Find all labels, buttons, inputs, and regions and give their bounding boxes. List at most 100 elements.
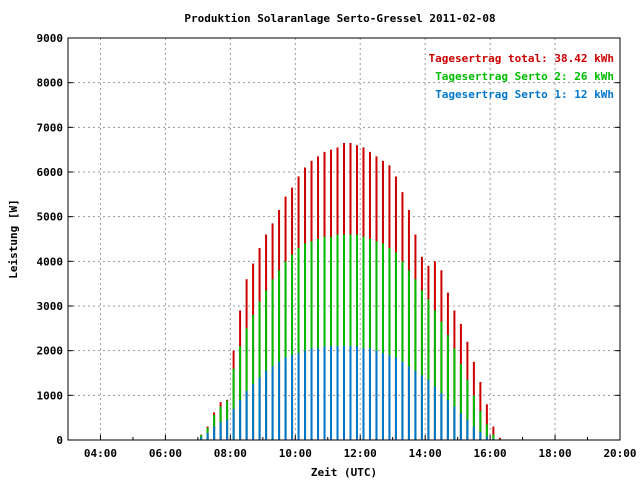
ticks: 04:00 06:00 08:00 10:00 12:00 14:00 16:00 18:00… [37, 32, 637, 460]
y-tick-label: 0 [56, 434, 63, 447]
bar-serto-1 [219, 422, 222, 440]
bar-serto-2 [336, 234, 339, 440]
bar-serto-2 [414, 279, 417, 440]
bar-serto-2 [459, 364, 462, 440]
bar-serto-2 [252, 314, 255, 440]
y-tick-label: 6000 [37, 166, 64, 179]
bar-serto-2 [368, 239, 371, 440]
bar-serto-2 [291, 254, 294, 440]
bar-serto-2 [317, 239, 320, 440]
bar-serto-2 [375, 241, 378, 440]
x-tick-label: 18:00 [538, 447, 571, 460]
bar-serto-2 [479, 410, 482, 440]
legend-entry-total: Tagesertrag total: 38.42 kWh [429, 52, 614, 65]
y-axis-label: Leistung [W] [7, 199, 20, 278]
bar-serto-2 [440, 321, 443, 440]
y-tick-label: 2000 [37, 345, 64, 358]
bar-serto-2 [388, 247, 391, 440]
bar-serto-1 [472, 426, 475, 440]
bar-serto-2 [453, 348, 456, 440]
y-tick-label: 8000 [37, 77, 64, 90]
bar-serto-1 [381, 352, 384, 440]
bar-serto-1 [297, 352, 300, 440]
bar-total [492, 426, 495, 440]
bar-serto-1 [291, 355, 294, 440]
bar-serto-1 [323, 346, 326, 440]
bar-serto-1 [466, 419, 469, 440]
bar-serto-2 [433, 310, 436, 440]
bar-serto-1 [245, 390, 248, 440]
bar-serto-2 [427, 299, 430, 440]
bar-serto-1 [310, 348, 313, 440]
bar-serto-1 [368, 348, 371, 440]
bar-serto-2 [362, 236, 365, 440]
y-tick-label: 7000 [37, 121, 64, 134]
bar-serto-1 [440, 393, 443, 440]
bar-serto-2 [407, 270, 410, 440]
bar-serto-1 [485, 436, 488, 440]
bar-serto-2 [343, 234, 345, 440]
bar-serto-1 [265, 370, 268, 440]
x-axis-label: Zeit (UTC) [311, 466, 377, 479]
bar-serto-1 [336, 346, 339, 440]
bar-serto-2 [297, 247, 300, 440]
bar-serto-1 [427, 379, 430, 440]
bar-serto-1 [252, 384, 255, 440]
bar-serto-1 [304, 350, 307, 440]
x-tick-label: 12:00 [344, 447, 377, 460]
bar-serto-1 [401, 361, 404, 440]
bar-serto-1 [226, 419, 229, 440]
legend-entry-serto-1: Tagesertrag Serto 1: 12 kWh [435, 88, 614, 101]
bar-serto-1 [278, 361, 281, 440]
bar-serto-2 [394, 252, 397, 440]
bar-serto-2 [420, 290, 423, 440]
bar-serto-1 [343, 346, 345, 440]
bar-serto-2 [466, 379, 469, 440]
bar-serto-2 [381, 243, 384, 440]
bar-serto-2 [446, 335, 449, 440]
bar-serto-2 [323, 236, 326, 440]
bar-serto-1 [446, 399, 449, 440]
bar-serto-2 [355, 234, 358, 440]
bar-serto-2 [258, 301, 261, 440]
bar-serto-2 [245, 328, 248, 440]
bar-serto-1 [388, 355, 391, 440]
y-tick-label: 9000 [37, 32, 64, 45]
bar-total [485, 404, 488, 440]
bar-serto-1 [394, 357, 397, 440]
bar-serto-2 [232, 368, 235, 440]
bar-serto-1 [414, 370, 417, 440]
bar-serto-2 [492, 434, 495, 440]
bar-serto-1 [375, 350, 378, 440]
bar-serto-1 [206, 432, 209, 440]
bar-serto-1 [239, 399, 242, 440]
chart-title: Produktion Solaranlage Serto-Gressel 201… [184, 12, 495, 25]
bar-serto-2 [349, 234, 352, 440]
bar-serto-1 [349, 346, 352, 440]
bar-serto-1 [213, 426, 216, 440]
bar-serto-2 [310, 241, 313, 440]
bar-serto-2 [265, 290, 268, 440]
x-tick-label: 10:00 [279, 447, 312, 460]
bar-serto-2 [271, 279, 274, 440]
bar-serto-1 [459, 413, 462, 440]
bar-serto-1 [258, 377, 261, 440]
bars [193, 142, 501, 441]
bar-serto-2 [401, 261, 404, 440]
bar-serto-1 [492, 438, 495, 440]
bar-serto-1 [232, 408, 235, 440]
legend: Tagesertrag total: 38.42 kWh Tagesertrag … [429, 52, 614, 101]
y-tick-label: 3000 [37, 300, 64, 313]
legend-entry-serto-2: Tagesertrag Serto 2: 26 kWh [435, 70, 614, 83]
bar-serto-2 [472, 395, 475, 440]
bar-serto-1 [355, 346, 358, 440]
bar-serto-1 [317, 348, 320, 440]
bar-serto-2 [284, 261, 287, 440]
bar-serto-1 [330, 346, 333, 440]
x-tick-label: 14:00 [409, 447, 442, 460]
y-tick-label: 1000 [37, 389, 64, 402]
x-tick-label: 06:00 [149, 447, 182, 460]
bar-serto-1 [271, 366, 274, 440]
